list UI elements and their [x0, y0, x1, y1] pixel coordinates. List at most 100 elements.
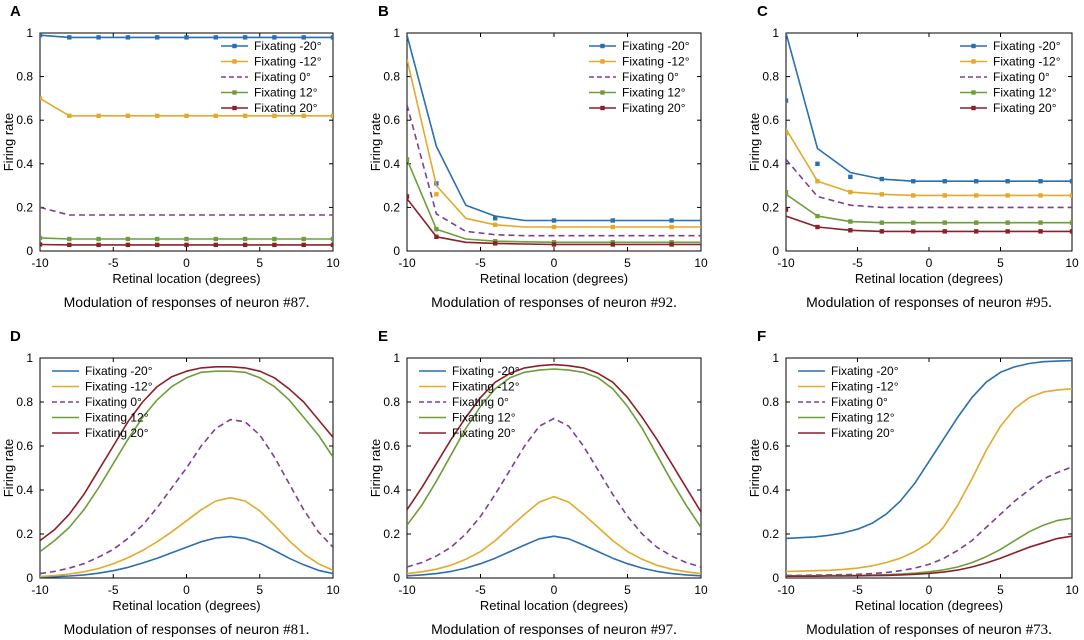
legend-label-1: Fixating -12°	[831, 380, 899, 394]
x-tick-label: -10	[31, 256, 49, 270]
series-marker-0	[96, 35, 101, 40]
x-axis-label: Retinal location (degrees)	[480, 598, 628, 613]
series-marker-3	[1005, 220, 1010, 225]
legend-label-3: Fixating 12°	[85, 411, 149, 425]
legend-marker-4	[600, 105, 605, 111]
y-tick-label: 0.8	[16, 70, 33, 84]
x-axis-label: Retinal location (degrees)	[855, 598, 1003, 613]
y-axis-label: Firing rate	[368, 439, 383, 498]
caption-neuron-number: #73.	[1026, 622, 1052, 638]
x-tick-label: -5	[852, 583, 863, 597]
caption-prefix: Modulation of responses of neuron	[64, 621, 283, 637]
x-tick-label: 5	[624, 256, 631, 270]
series-marker-3	[301, 236, 306, 242]
x-tick-label: 5	[997, 583, 1004, 597]
y-tick-label: 1	[393, 351, 400, 365]
panel-C: C -10 -5 0 5 10 0 0.2 0.4 0.6 0.8 1 Retinal location…	[747, 3, 1079, 311]
caption-neuron-number: #97.	[651, 622, 677, 638]
x-tick-label: -10	[31, 583, 49, 597]
x-tick-label: 10	[326, 583, 340, 597]
caption-prefix: Modulation of responses of neuron	[806, 621, 1025, 637]
legend-label-4: Fixating 20°	[254, 101, 318, 115]
x-tick-label: 5	[624, 583, 631, 597]
series-line-1	[786, 388, 1072, 573]
panel-letter: B	[378, 3, 389, 20]
y-tick-label: 0.4	[16, 157, 33, 171]
series-marker-0	[973, 179, 979, 184]
series-marker-1	[942, 193, 947, 198]
panel-letter: F	[757, 328, 766, 345]
series-marker-0	[879, 176, 885, 182]
series-line-3	[786, 193, 1072, 224]
series-marker-4	[848, 228, 853, 233]
series-marker-0	[125, 35, 131, 40]
series-line-4	[786, 215, 1072, 233]
legend-label-0: Fixating -20°	[254, 39, 322, 53]
series-marker-4	[434, 234, 439, 240]
series-marker-1	[493, 222, 498, 228]
series-marker-1	[815, 179, 820, 184]
series-marker-1	[184, 113, 189, 119]
y-tick-label: 1	[772, 26, 779, 40]
y-tick-label: 0	[772, 571, 779, 585]
legend-label-0: Fixating -20°	[831, 364, 899, 378]
legend-label-3: Fixating 12°	[254, 86, 318, 100]
series-marker-3	[973, 220, 979, 225]
series-marker-4	[155, 242, 160, 248]
legend-marker-0	[232, 43, 237, 49]
y-tick-label: 0	[393, 571, 400, 585]
x-tick-label: 5	[256, 256, 263, 270]
legend-label-2: Fixating 0°	[993, 70, 1050, 84]
series-marker-3	[848, 219, 853, 224]
x-tick-label: 0	[926, 256, 933, 270]
legend-marker-3	[600, 90, 605, 95]
panel-caption: Modulation of responses of neuron #81.	[64, 621, 310, 638]
series-marker-1	[1005, 193, 1010, 198]
legend: Fixating -20° Fixating -12°Fixating 0° Fix…	[419, 364, 520, 440]
series-line-4	[40, 365, 333, 542]
series-marker-1	[848, 189, 853, 195]
panel-D: D -10 -5 0 5 10 0 0.2 0.4 0.6 0.8 1 Retinal location…	[1, 328, 340, 638]
series-line-2	[786, 466, 1072, 577]
legend-marker-0	[600, 43, 605, 49]
series-marker-1	[155, 113, 160, 119]
series-marker-1	[879, 192, 885, 197]
legend-label-2: Fixating 0°	[622, 70, 679, 84]
series-group	[40, 365, 333, 578]
legend-label-4: Fixating 20°	[622, 101, 686, 115]
series-line-2	[407, 104, 701, 237]
series-marker-3	[1069, 220, 1072, 225]
series-marker-1	[434, 192, 439, 197]
series-marker-0	[1069, 179, 1072, 184]
series-marker-4	[184, 242, 189, 248]
y-tick-label: 0.2	[383, 200, 400, 214]
y-tick-label: 0.8	[383, 395, 400, 409]
y-tick-label: 0.8	[16, 395, 33, 409]
legend-label-1: Fixating -12°	[254, 55, 322, 69]
y-tick-label: 0.4	[383, 157, 400, 171]
series-marker-4	[67, 242, 72, 248]
x-tick-label: -5	[852, 256, 863, 270]
legend-label-1: Fixating -12°	[993, 55, 1061, 69]
legend-label-1: Fixating -12°	[85, 380, 153, 394]
series-marker-1	[40, 96, 43, 101]
series-marker-1	[301, 113, 306, 119]
series-line-0	[786, 32, 1072, 182]
x-tick-label: -10	[777, 583, 795, 597]
panel-caption: Modulation of responses of neuron #73.	[806, 621, 1052, 638]
legend-marker-0	[971, 43, 976, 49]
y-tick-label: 0	[26, 571, 33, 585]
series-marker-0	[815, 161, 820, 166]
series-marker-3	[786, 189, 789, 195]
legend-marker-1	[600, 59, 605, 64]
legend-label-2: Fixating 0°	[85, 395, 142, 409]
legend: Fixating -20° Fixating -12°Fixating 0° Fix…	[589, 39, 690, 115]
y-tick-label: 0.8	[383, 70, 400, 84]
series-line-0	[407, 535, 701, 577]
series-marker-0	[67, 35, 72, 40]
series-marker-3	[815, 213, 820, 219]
legend-marker-4	[232, 105, 237, 111]
panel-E: E -10 -5 0 5 10 0 0.2 0.4 0.6 0.8 1 Retinal location…	[368, 328, 708, 638]
series-marker-1	[67, 113, 72, 119]
x-tick-label: -10	[398, 583, 416, 597]
